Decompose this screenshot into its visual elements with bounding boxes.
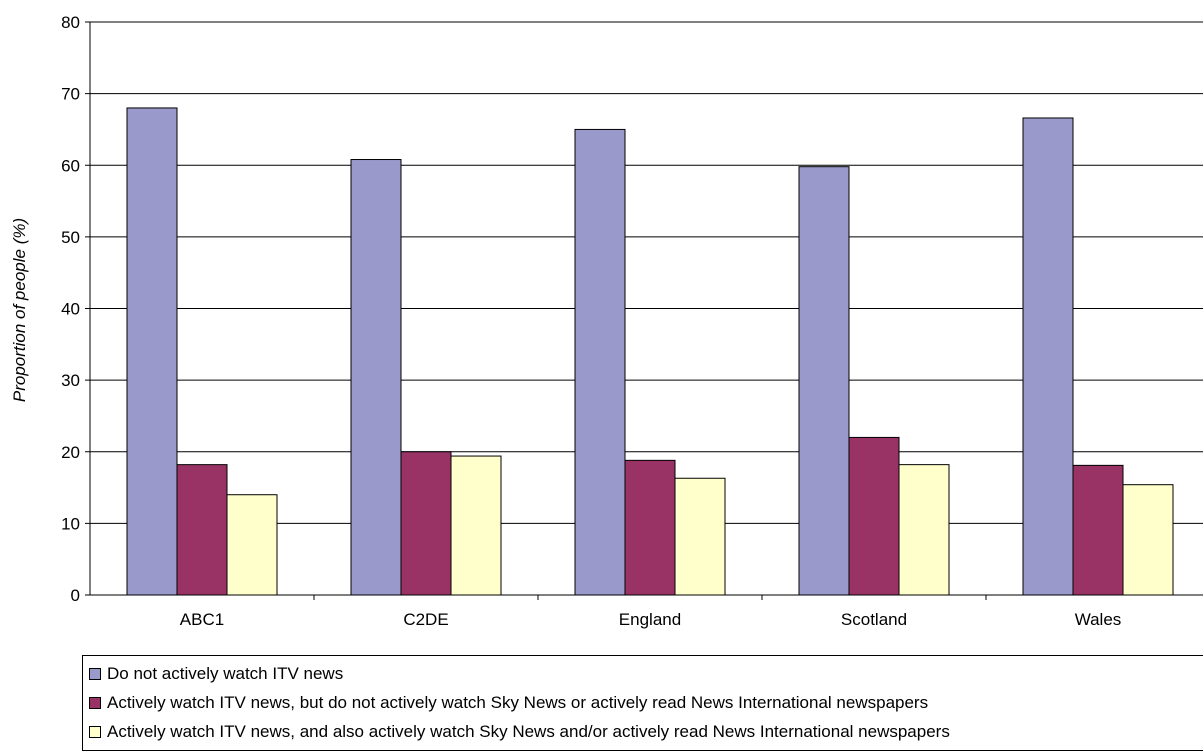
y-tick-label: 20 [61,443,80,462]
x-tick-label: ABC1 [180,610,224,629]
bar-abc1-series-2 [176,464,228,596]
gridlines [90,21,1203,524]
bar-scotland-series-2 [848,436,900,596]
legend-item-itv-and-sky: Actively watch ITV news, and also active… [89,722,950,742]
bar-abc1-series-3 [226,494,278,596]
bar-c2de-series-3 [450,455,502,596]
legend-swatch [89,697,101,709]
legend-label: Actively watch ITV news, and also active… [107,722,950,741]
legend-label: Do not actively watch ITV news [107,664,344,683]
bar-england-series-3 [674,477,726,596]
y-tick-label: 30 [61,371,80,390]
x-tick-label: Scotland [841,610,907,629]
bar-c2de-series-1 [350,159,402,596]
legend-item-itv-only: Actively watch ITV news, but do not acti… [89,693,928,713]
legend-item-not-watch: Do not actively watch ITV news [89,664,343,684]
bar-chart: 0 10 20 30 40 50 60 70 80 ABC1 C2DE England Scotlan… [10,13,1203,629]
x-tick-label: C2DE [403,610,448,629]
axes [85,21,1203,600]
y-tick-label: 0 [71,586,80,605]
legend-swatch [89,668,101,680]
bar-england-series-2 [624,459,676,596]
x-tick-label: England [619,610,681,629]
y-tick-label: 10 [61,514,80,533]
y-tick-label: 80 [61,13,80,32]
legend-swatch [89,726,101,738]
y-tick-label: 40 [61,300,80,319]
bar-england-series-1 [574,128,626,596]
y-tick-label: 70 [61,85,80,104]
y-tick-label: 50 [61,228,80,247]
y-tick-label: 60 [61,156,80,175]
x-tick-label: Wales [1075,610,1122,629]
bar-wales-series-3 [1122,484,1174,596]
bars [126,107,1174,596]
legend: Do not actively watch ITV news Actively … [82,655,1203,751]
bar-abc1-series-1 [126,107,178,596]
y-tick-labels: 0 10 20 30 40 50 60 70 80 [61,13,80,605]
bar-scotland-series-1 [798,166,850,596]
bar-wales-series-1 [1022,117,1074,596]
legend-label: Actively watch ITV news, but do not acti… [107,693,929,712]
x-tick-labels: ABC1 C2DE England Scotland Wales [180,610,1122,629]
y-axis-label: Proportion of people (%) [10,218,29,402]
bar-scotland-series-3 [898,464,950,596]
bar-c2de-series-2 [400,451,452,596]
bar-wales-series-2 [1072,464,1124,596]
